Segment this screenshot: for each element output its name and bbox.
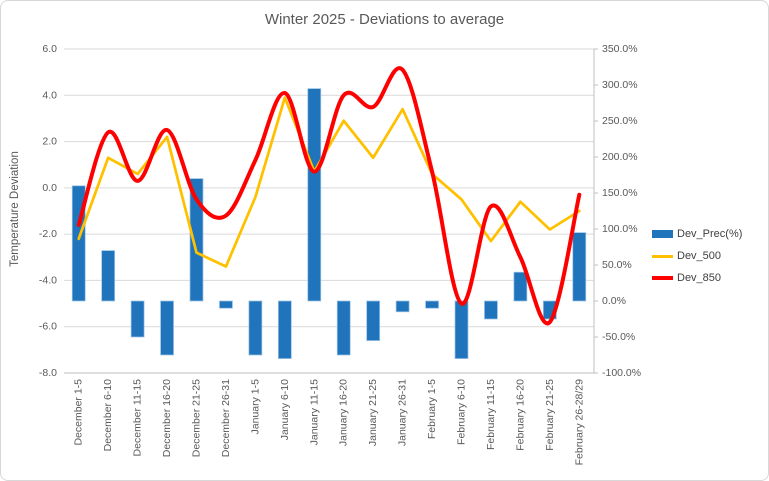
legend-label: Dev_850 bbox=[677, 272, 722, 284]
right-axis-tick-label: 150.0% bbox=[602, 187, 638, 199]
legend-item-dev-850: Dev_850 bbox=[652, 272, 742, 284]
bar-dev-prec bbox=[572, 232, 587, 302]
line-swatch-icon bbox=[652, 254, 673, 258]
bar-dev-prec bbox=[366, 300, 381, 341]
right-axis-tick-label: 350.0% bbox=[602, 43, 638, 55]
right-axis-tick-label: 250.0% bbox=[602, 115, 638, 127]
x-axis-tick-label: December 16-20 bbox=[161, 379, 173, 457]
left-axis-tick-label: 6.0 bbox=[42, 43, 57, 55]
x-axis-tick-label: January 26-31 bbox=[397, 379, 409, 446]
bar-swatch-icon bbox=[652, 230, 673, 238]
right-axis-tick-label: 50.0% bbox=[602, 259, 632, 271]
x-axis-tick-label: February 26-28/29 bbox=[573, 379, 585, 466]
x-axis-tick-label: February 11-15 bbox=[485, 379, 497, 450]
bar-dev-prec bbox=[101, 250, 116, 302]
x-axis-tick-label: January 6-10 bbox=[279, 379, 291, 440]
x-axis-tick-label: February 16-20 bbox=[514, 379, 526, 451]
bar-dev-prec bbox=[513, 271, 528, 302]
legend: Dev_Prec(%) Dev_500 Dev_850 bbox=[652, 228, 742, 284]
right-axis-tick-label: -50.0% bbox=[602, 331, 635, 343]
right-axis-tick-label: -100.0% bbox=[602, 367, 641, 379]
left-axis-tick-label: -4.0 bbox=[39, 274, 57, 286]
bar-dev-prec bbox=[395, 300, 410, 313]
x-axis-tick-label: December 1-5 bbox=[73, 379, 85, 446]
x-axis-tick-label: January 1-5 bbox=[249, 379, 261, 435]
legend-item-dev-500: Dev_500 bbox=[652, 250, 742, 262]
x-axis-tick-label: February 6-10 bbox=[456, 379, 468, 445]
legend-item-dev-prec: Dev_Prec(%) bbox=[652, 228, 742, 240]
left-axis-tick-label: 4.0 bbox=[42, 89, 57, 101]
x-axis-tick-label: December 11-15 bbox=[132, 379, 144, 457]
right-axis-tick-label: 100.0% bbox=[602, 223, 638, 235]
chart-title: Winter 2025 - Deviations to average bbox=[264, 11, 505, 28]
right-axis-tick-label: 200.0% bbox=[602, 151, 638, 163]
right-axis-tick-label: 0.0% bbox=[602, 295, 626, 307]
legend-label: Dev_Prec(%) bbox=[677, 228, 743, 240]
x-axis-tick-label: January 16-20 bbox=[338, 379, 350, 446]
line-dev-500 bbox=[77, 96, 581, 268]
x-axis-tick-label: February 1-5 bbox=[426, 379, 438, 439]
bar-dev-prec bbox=[425, 300, 439, 309]
x-axis-tick-label: December 26-31 bbox=[220, 379, 232, 457]
left-axis-tick-label: 2.0 bbox=[42, 136, 57, 148]
x-axis-tick-label: January 21-25 bbox=[367, 379, 379, 446]
left-axis-tick-label: -2.0 bbox=[39, 228, 57, 240]
line-dev-850 bbox=[76, 66, 582, 326]
left-axis-tick-label: 0.0 bbox=[42, 182, 57, 194]
x-axis-tick-label: February 21-25 bbox=[544, 379, 556, 451]
bar-dev-prec bbox=[336, 300, 351, 356]
bar-dev-prec bbox=[160, 300, 174, 356]
bar-dev-prec bbox=[307, 88, 322, 302]
line-swatch-icon bbox=[652, 276, 673, 280]
x-axis-tick-label: January 11-15 bbox=[308, 379, 320, 446]
bar-dev-prec bbox=[219, 300, 233, 309]
legend-label: Dev_500 bbox=[677, 250, 722, 262]
left-axis-tick-label: -6.0 bbox=[39, 321, 57, 333]
x-axis-tick-label: December 6-10 bbox=[102, 379, 114, 452]
bar-dev-prec bbox=[277, 300, 292, 359]
bar-dev-prec bbox=[130, 300, 145, 338]
bar-dev-prec bbox=[484, 300, 498, 320]
bar-dev-prec bbox=[454, 300, 469, 359]
right-axis-tick-label: 300.0% bbox=[602, 79, 638, 91]
x-axis-tick-label: December 21-25 bbox=[191, 379, 203, 457]
bar-dev-prec bbox=[189, 178, 204, 302]
left-axis-tick-label: -8.0 bbox=[39, 367, 57, 379]
bar-dev-prec bbox=[248, 300, 263, 356]
